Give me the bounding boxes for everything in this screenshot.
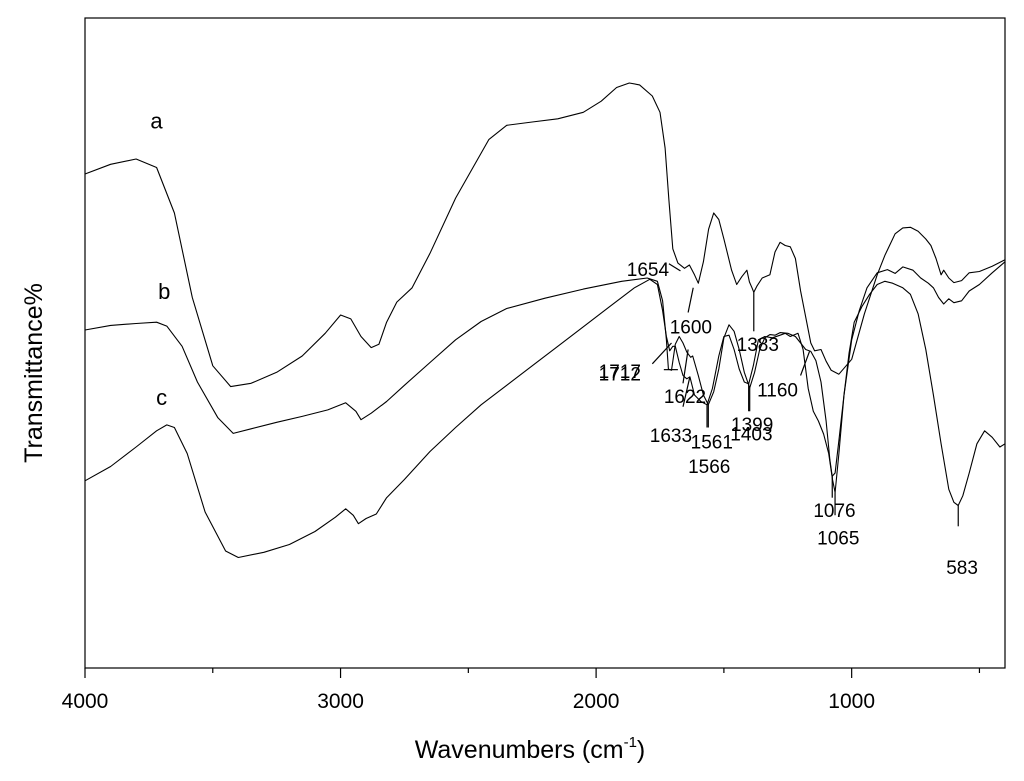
peak-label-1065: 1065 [817,529,859,550]
curve-label-layer: a b c [150,109,170,410]
series-layer [84,82,1006,559]
peak-label-1561: 1561 [691,432,733,453]
annotation-layer: 1654160013831717162215611399116010761712… [599,260,978,579]
x-axis-ticks: 4000 3000 2000 1000 [62,668,981,713]
x-tick-label-2000: 2000 [573,690,620,713]
peak-label-1403: 1403 [730,425,772,446]
peak-label-1654: 1654 [627,260,670,281]
peak-tick-1622 [682,349,689,384]
series-line-a [84,82,1006,388]
x-axis-label-close: ) [637,736,645,764]
curve-label-a: a [150,109,163,134]
curve-label-b: b [158,279,170,304]
peak-label-1712: 1712 [599,365,641,386]
x-tick-label-4000: 4000 [62,690,109,713]
peak-label-1600: 1600 [670,317,712,338]
peak-label-1399: 1399 [731,415,773,436]
plot-frame [84,17,1006,669]
x-tick-label-1000: 1000 [828,690,875,713]
peak-tick-1600 [687,287,694,313]
y-axis-label: Transmittance% [20,283,48,463]
x-axis-label-sup: -1 [624,734,637,751]
series-line-c [84,278,1006,559]
x-axis-label-main: Wavenumbers (cm [415,736,624,764]
x-tick-label-3000: 3000 [317,690,364,713]
peak-label-1566: 1566 [688,457,730,478]
peak-label-1717: 1717 [599,362,641,383]
peak-label-1633: 1633 [650,426,692,447]
peak-label-1383: 1383 [737,335,779,356]
peak-label-1160: 1160 [757,380,798,401]
curve-label-c: c [156,385,167,410]
peak-tick-1712 [651,342,672,365]
peak-label-583: 583 [946,558,978,579]
peak-tick-1633 [682,376,691,407]
peak-tick-1654 [668,263,681,272]
series-line-b [84,261,1006,477]
peak-tick-1160 [799,351,811,376]
x-axis-label: Wavenumbers (cm-1) [415,734,646,764]
